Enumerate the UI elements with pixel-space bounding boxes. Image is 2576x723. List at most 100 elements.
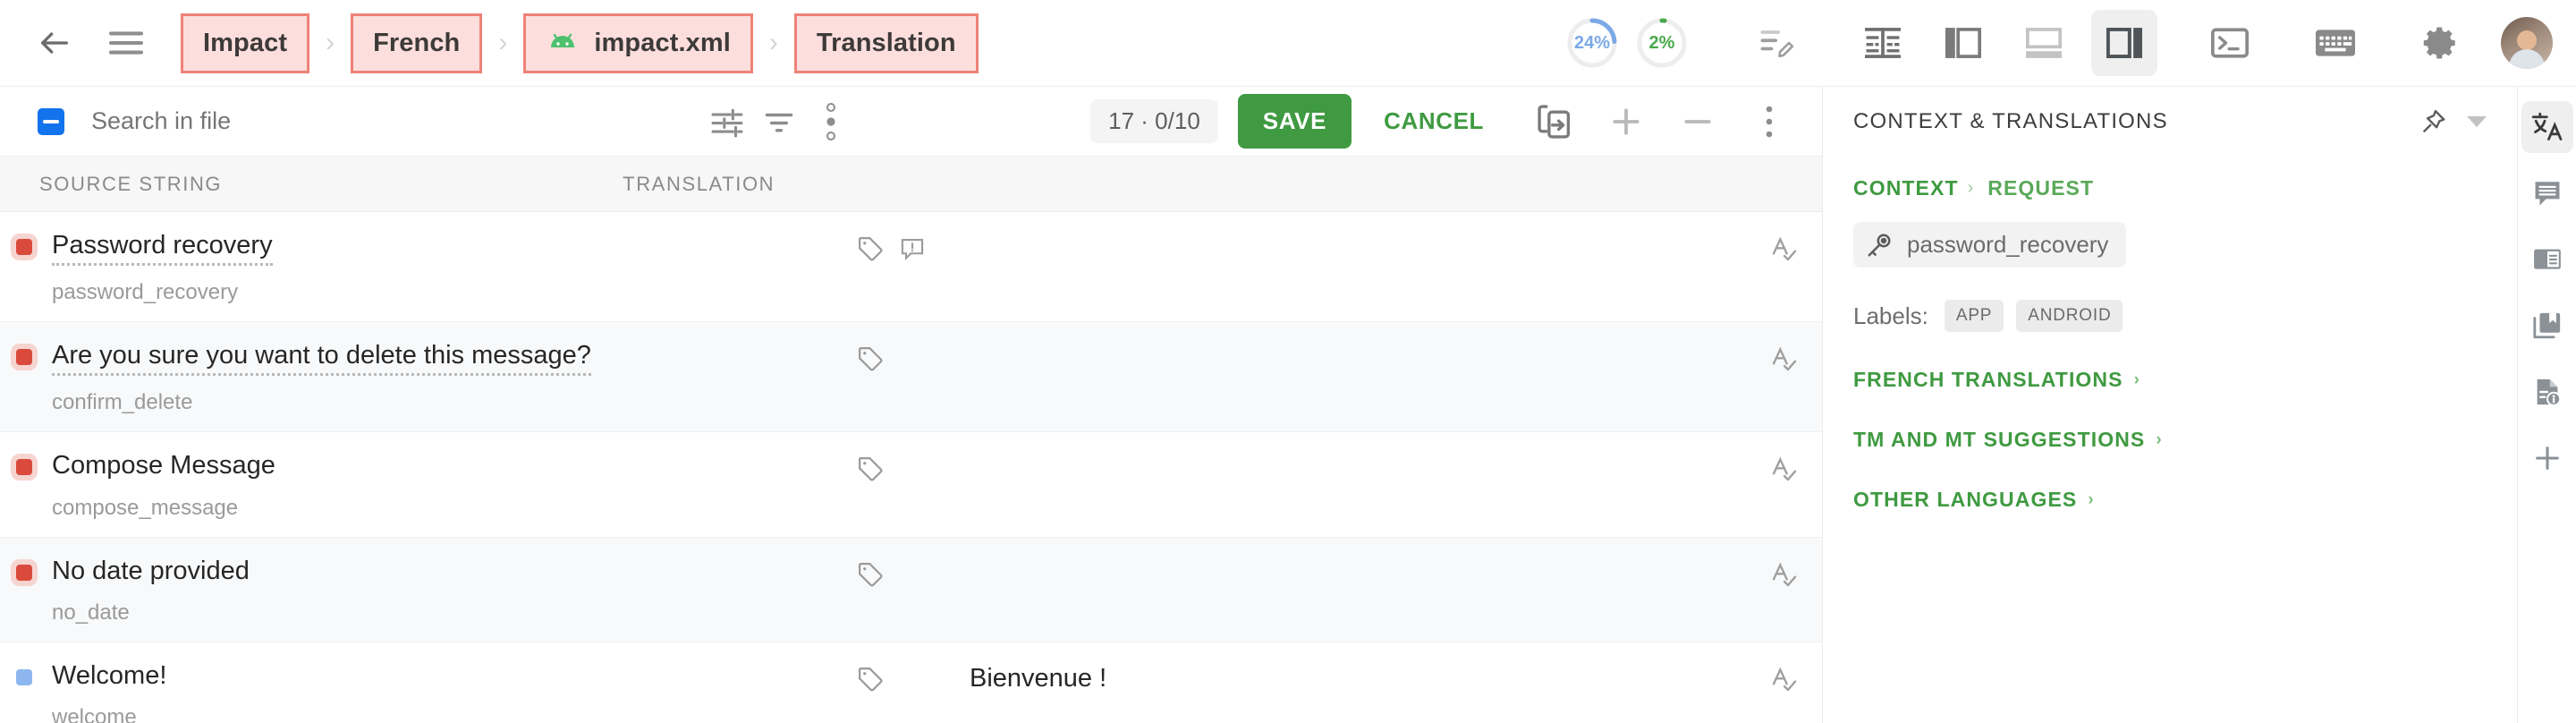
- table-row[interactable]: Are you sure you want to delete this mes…: [0, 322, 1822, 433]
- filter-icon[interactable]: [753, 96, 805, 148]
- avatar[interactable]: [2501, 17, 2553, 69]
- breadcrumb-separator: ›: [326, 28, 335, 57]
- key-icon: [1866, 232, 1893, 259]
- chevron-right-icon: ›: [2156, 430, 2163, 449]
- string-key: password_recovery: [52, 280, 239, 305]
- save-button[interactable]: SAVE: [1237, 94, 1352, 149]
- labels-title: Labels:: [1853, 302, 1928, 329]
- page-title: CONTEXT & TRANSLATIONS: [1853, 109, 2168, 133]
- status-badge: [16, 564, 32, 581]
- context-panel-header: CONTEXT & TRANSLATIONS: [1853, 87, 2487, 157]
- tag-icon[interactable]: [857, 561, 884, 588]
- spellcheck-icon[interactable]: [1770, 666, 1799, 693]
- breadcrumb-item-file[interactable]: impact.xml: [523, 13, 753, 73]
- spellcheck-icon[interactable]: [1770, 235, 1799, 262]
- progress-value: 24%: [1573, 32, 1611, 53]
- breadcrumb-item-mode[interactable]: Translation: [793, 13, 979, 73]
- editor-pane: 17 · 0/10 SAVE CANCEL: [0, 86, 1822, 723]
- layout-right-icon[interactable]: [2091, 10, 2157, 76]
- section-label: OTHER LANGUAGES: [1853, 488, 2078, 511]
- plus-icon[interactable]: [2521, 432, 2573, 484]
- select-all-checkbox[interactable]: [38, 107, 64, 135]
- table-row[interactable]: No date provided no_date: [0, 537, 1822, 642]
- table-row[interactable]: Compose Message compose_message: [0, 432, 1822, 538]
- source-cell: Are you sure you want to delete this mes…: [52, 340, 857, 415]
- arrow-left-icon[interactable]: [30, 19, 79, 67]
- breadcrumb-separator: ›: [498, 28, 508, 57]
- main-body: 17 · 0/10 SAVE CANCEL: [0, 86, 2576, 723]
- right-icon-rail: [2517, 86, 2576, 723]
- chevron-right-icon: ›: [2133, 370, 2141, 389]
- chevron-right-icon: ›: [2088, 489, 2095, 509]
- source-string: Are you sure you want to delete this mes…: [52, 340, 591, 377]
- layout-left-icon[interactable]: [1930, 10, 1996, 76]
- section-other-languages[interactable]: OTHER LANGUAGES ›: [1853, 488, 2487, 512]
- breadcrumb: Impact › French ›: [181, 13, 979, 73]
- string-key: welcome: [52, 705, 137, 723]
- string-key: confirm_delete: [52, 390, 193, 415]
- comment-alert-icon[interactable]: [900, 236, 925, 261]
- breadcrumb-label: French: [373, 28, 461, 57]
- screenshots-icon[interactable]: [2521, 300, 2573, 352]
- progress-value: 2%: [1648, 32, 1675, 53]
- label-chip-app[interactable]: APP: [1944, 300, 2004, 332]
- hamburger-menu-icon[interactable]: [102, 19, 150, 67]
- breadcrumb-item-project[interactable]: Impact: [181, 13, 310, 73]
- section-french-translations[interactable]: FRENCH TRANSLATIONS ›: [1853, 368, 2487, 392]
- comment-icon[interactable]: [2521, 167, 2573, 219]
- label-chip-android[interactable]: ANDROID: [2016, 300, 2123, 332]
- status-badge: [16, 668, 32, 685]
- terminal-icon[interactable]: [2197, 10, 2263, 76]
- gear-icon[interactable]: [2408, 10, 2474, 76]
- string-counter[interactable]: 17 · 0/10: [1090, 99, 1218, 143]
- minus-icon[interactable]: [1672, 96, 1724, 148]
- breadcrumb-item-language[interactable]: French: [351, 13, 483, 73]
- row-icons: [857, 455, 955, 482]
- source-string: Password recovery: [52, 230, 273, 267]
- section-tm-mt-suggestions[interactable]: TM AND MT SUGGESTIONS ›: [1853, 428, 2487, 452]
- cancel-button[interactable]: CANCEL: [1360, 94, 1507, 149]
- copy-to-device-icon[interactable]: [1529, 96, 1580, 148]
- breadcrumb-label: Impact: [203, 28, 288, 57]
- approved-progress[interactable]: 2%: [1635, 16, 1689, 70]
- chevron-down-icon[interactable]: [2467, 115, 2487, 129]
- sliders-icon[interactable]: [701, 96, 753, 148]
- translate-icon[interactable]: [2521, 101, 2573, 153]
- header-right-group: 24% 2%: [1565, 10, 2553, 76]
- context-panel: CONTEXT & TRANSLATIONS CONTEXT ›: [1822, 86, 2517, 723]
- labels-row: Labels: APP ANDROID: [1853, 300, 2487, 332]
- search-input[interactable]: [91, 107, 467, 135]
- plus-icon[interactable]: [1600, 96, 1652, 148]
- more-vertical-icon[interactable]: [805, 96, 857, 148]
- translated-progress[interactable]: 24%: [1565, 16, 1619, 70]
- spellcheck-icon[interactable]: [1770, 561, 1799, 588]
- spellcheck-icon[interactable]: [1770, 345, 1799, 372]
- tab-context[interactable]: CONTEXT: [1853, 176, 1959, 200]
- file-info-icon[interactable]: [2521, 366, 2573, 418]
- keyboard-icon[interactable]: [2302, 10, 2368, 76]
- tab-request[interactable]: REQUEST: [1987, 176, 2095, 200]
- tab-arrow-icon: ›: [1967, 178, 1974, 198]
- section-label: FRENCH TRANSLATIONS: [1853, 368, 2123, 391]
- translation-cell[interactable]: Bienvenue !: [970, 663, 1107, 693]
- edit-list-icon[interactable]: [1744, 10, 1810, 76]
- string-key-chip[interactable]: password_recovery: [1853, 222, 2127, 268]
- layout-bottom-icon[interactable]: [2011, 10, 2077, 76]
- breadcrumb-label: impact.xml: [594, 28, 731, 57]
- pin-icon[interactable]: [2420, 108, 2447, 135]
- table-header: SOURCE STRING TRANSLATION: [0, 157, 1822, 212]
- source-cell: Welcome! welcome: [52, 660, 857, 723]
- toolbar-kebab-icon[interactable]: [1743, 96, 1795, 148]
- status-badge: [16, 459, 32, 476]
- source-cell: No date provided no_date: [52, 556, 857, 625]
- spellcheck-icon[interactable]: [1770, 455, 1799, 482]
- tag-icon[interactable]: [857, 235, 884, 262]
- table-row[interactable]: Welcome! welcome Bienvenue !: [0, 642, 1822, 723]
- status-badge: [16, 239, 32, 255]
- tag-icon[interactable]: [857, 455, 884, 482]
- tag-icon[interactable]: [857, 345, 884, 372]
- split-table-icon[interactable]: [1850, 10, 1916, 76]
- tag-icon[interactable]: [857, 666, 884, 693]
- table-row[interactable]: Password recovery password_recovery: [0, 212, 1822, 323]
- glossary-icon[interactable]: [2521, 234, 2573, 285]
